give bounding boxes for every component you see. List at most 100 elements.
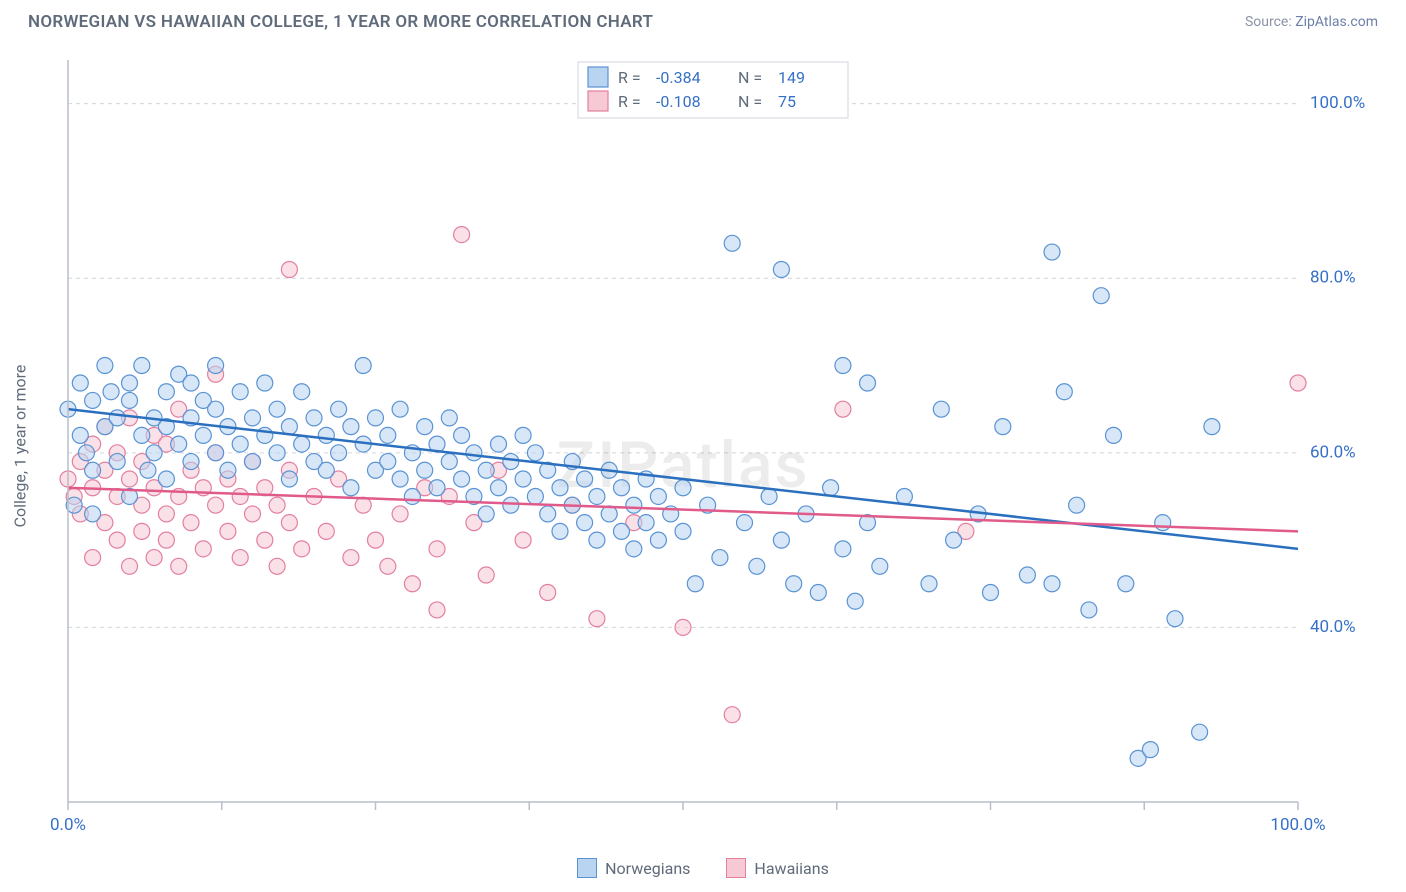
data-point: [810, 584, 826, 600]
data-point: [675, 480, 691, 496]
data-point: [466, 445, 482, 461]
data-point: [1069, 497, 1085, 513]
data-point: [392, 506, 408, 522]
data-point: [1290, 375, 1306, 391]
data-point: [527, 488, 543, 504]
data-point: [392, 401, 408, 417]
data-point: [232, 436, 248, 452]
data-point: [1044, 576, 1060, 592]
stats-swatch: [588, 67, 608, 87]
stats-r-label: R =: [618, 68, 641, 87]
data-point: [724, 707, 740, 723]
data-point: [122, 392, 138, 408]
data-point: [208, 358, 224, 374]
data-point: [294, 436, 310, 452]
data-point: [712, 550, 728, 566]
data-point: [245, 506, 261, 522]
data-point: [478, 567, 494, 583]
data-point: [614, 480, 630, 496]
data-point: [527, 445, 543, 461]
data-point: [208, 497, 224, 513]
data-point: [220, 523, 236, 539]
data-point: [786, 576, 802, 592]
data-point: [626, 497, 642, 513]
data-point: [146, 550, 162, 566]
data-point: [995, 419, 1011, 435]
data-point: [823, 480, 839, 496]
data-point: [134, 427, 150, 443]
data-point: [773, 532, 789, 548]
y-tick-label: 40.0%: [1310, 617, 1356, 637]
data-point: [946, 532, 962, 548]
data-point: [257, 375, 273, 391]
data-point: [835, 541, 851, 557]
data-point: [503, 454, 519, 470]
x-tick-label: 0.0%: [50, 815, 86, 835]
data-point: [675, 619, 691, 635]
stats-r-value: -0.384: [656, 68, 701, 87]
legend-swatch: [577, 858, 597, 878]
data-point: [232, 550, 248, 566]
data-point: [515, 532, 531, 548]
data-point: [1118, 576, 1134, 592]
data-point: [650, 488, 666, 504]
data-point: [331, 445, 347, 461]
data-point: [724, 235, 740, 251]
data-point: [773, 262, 789, 278]
source-link[interactable]: ZipAtlas.com: [1295, 14, 1378, 30]
data-point: [626, 541, 642, 557]
data-point: [85, 550, 101, 566]
data-point: [650, 532, 666, 548]
y-tick-label: 100.0%: [1310, 93, 1365, 113]
data-point: [491, 480, 507, 496]
data-point: [552, 480, 568, 496]
data-point: [257, 532, 273, 548]
stats-n-label: N =: [738, 92, 762, 111]
data-point: [847, 593, 863, 609]
data-point: [737, 515, 753, 531]
data-point: [589, 611, 605, 627]
y-tick-label: 60.0%: [1310, 442, 1356, 462]
legend-swatch: [726, 858, 746, 878]
source-label: Source:: [1245, 14, 1292, 30]
data-point: [134, 358, 150, 374]
data-point: [158, 506, 174, 522]
data-point: [404, 488, 420, 504]
data-point: [835, 358, 851, 374]
data-point: [1155, 515, 1171, 531]
data-point: [122, 558, 138, 574]
data-point: [552, 523, 568, 539]
data-point: [245, 410, 261, 426]
data-point: [134, 523, 150, 539]
data-point: [208, 445, 224, 461]
data-point: [269, 558, 285, 574]
data-point: [318, 523, 334, 539]
data-point: [220, 462, 236, 478]
data-point: [380, 558, 396, 574]
data-point: [429, 541, 445, 557]
data-point: [380, 454, 396, 470]
data-point: [1106, 427, 1122, 443]
data-point: [195, 541, 211, 557]
data-point: [441, 454, 457, 470]
data-point: [515, 471, 531, 487]
data-point: [343, 419, 359, 435]
data-point: [404, 576, 420, 592]
y-axis-label: College, 1 year or more: [11, 365, 30, 528]
data-point: [1056, 384, 1072, 400]
data-point: [491, 436, 507, 452]
data-point: [232, 488, 248, 504]
data-point: [896, 488, 912, 504]
data-point: [318, 427, 334, 443]
data-point: [318, 462, 334, 478]
data-point: [577, 515, 593, 531]
data-point: [343, 550, 359, 566]
data-point: [269, 497, 285, 513]
data-point: [183, 375, 199, 391]
data-point: [72, 427, 88, 443]
data-point: [454, 427, 470, 443]
data-point: [281, 471, 297, 487]
scatter-chart: 40.0%60.0%80.0%100.0%ZIPatlas0.0%100.0%R…: [28, 50, 1378, 842]
stats-n-value: 149: [778, 68, 805, 87]
legend-item: Norwegians: [577, 858, 690, 878]
